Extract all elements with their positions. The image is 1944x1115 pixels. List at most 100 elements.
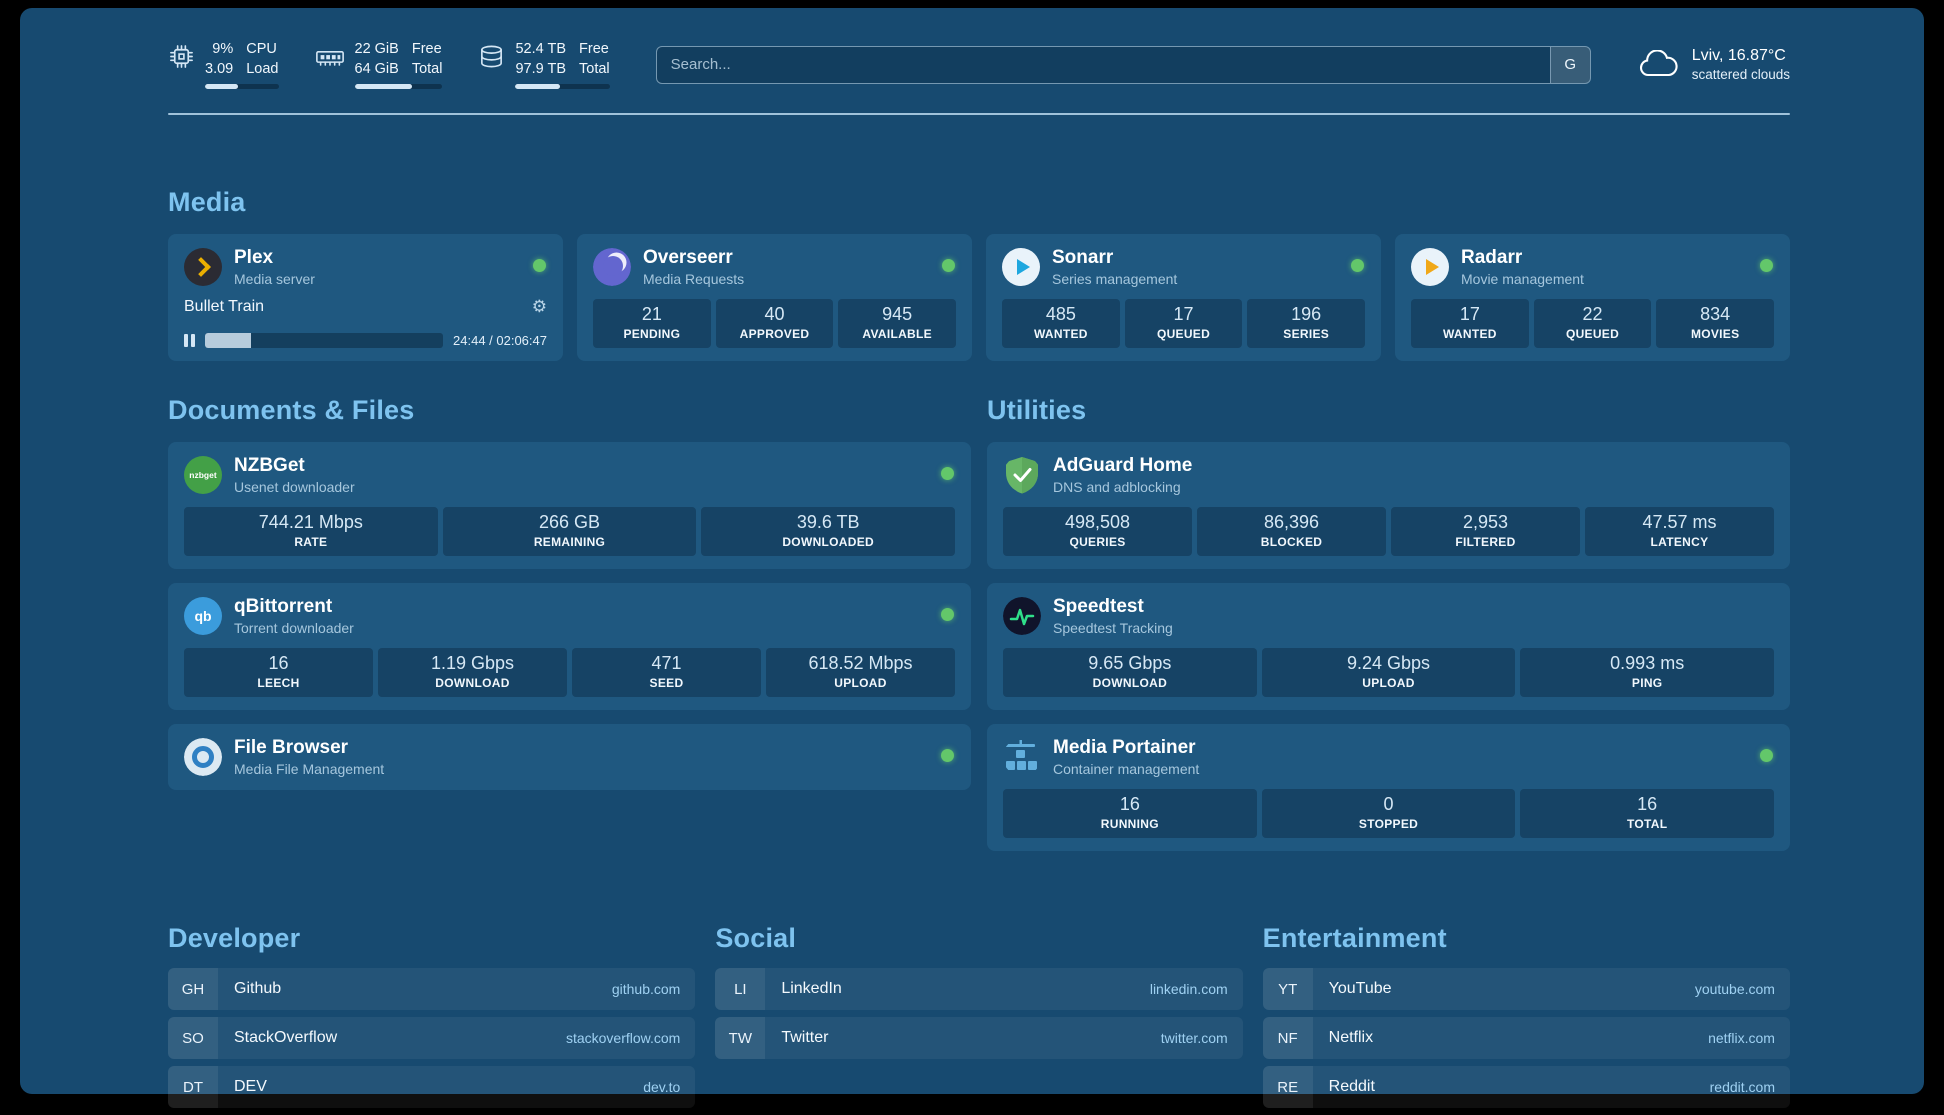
stat-queued: 22 QUEUED (1534, 299, 1652, 348)
bookmark-name: YouTube (1329, 980, 1392, 998)
topbar-divider (168, 113, 1790, 115)
top-bar: 9% 3.09 CPU Load (168, 40, 1790, 89)
bookmark-name: Twitter (781, 1029, 828, 1047)
utilities-section-title: Utilities (987, 395, 1790, 426)
stat-latency: 47.57 ms LATENCY (1585, 507, 1774, 556)
bookmark-abbr: RE (1263, 1066, 1313, 1108)
stat-queries: 498,508 QUERIES (1003, 507, 1192, 556)
app-card-nzbget[interactable]: nzbget NZBGet Usenet downloader 744.21 M… (168, 442, 971, 569)
bookmark-reddit[interactable]: RE Reddit reddit.com (1263, 1066, 1790, 1108)
stat-pending: 21 PENDING (593, 299, 711, 348)
bookmark-name: LinkedIn (781, 980, 842, 998)
app-subtitle: Media server (234, 271, 315, 287)
radarr-icon (1411, 248, 1449, 286)
stat-download: 9.65 Gbps DOWNLOAD (1003, 648, 1257, 697)
bookmark-url: reddit.com (1710, 1079, 1775, 1095)
bookmark-url: youtube.com (1695, 981, 1775, 997)
app-card-portainer[interactable]: Media Portainer Container management 16 … (987, 724, 1790, 851)
bookmark-stackoverflow[interactable]: SO StackOverflow stackoverflow.com (168, 1017, 695, 1059)
bookmark-netflix[interactable]: NF Netflix netflix.com (1263, 1017, 1790, 1059)
app-name: Overseerr (643, 247, 744, 269)
developer-section-title: Developer (168, 923, 695, 954)
adguard-icon (1003, 456, 1041, 494)
app-name: Radarr (1461, 247, 1584, 269)
bookmark-abbr: SO (168, 1017, 218, 1059)
app-card-qbittorrent[interactable]: qb qBittorrent Torrent downloader 16 LEE… (168, 583, 971, 710)
app-subtitle: Usenet downloader (234, 479, 355, 495)
cpu-load-label: Load (246, 60, 278, 80)
disk-progress-bar (515, 84, 609, 89)
pause-icon[interactable] (184, 334, 195, 347)
bookmark-name: Netflix (1329, 1029, 1373, 1047)
bookmark-name: DEV (234, 1078, 267, 1096)
disk-total-value: 97.9 TB (515, 60, 566, 80)
app-subtitle: Media Requests (643, 271, 744, 287)
disk-total-label: Total (579, 60, 610, 80)
ram-total-value: 64 GiB (355, 60, 399, 80)
playback-time: 24:44 / 02:06:47 (453, 333, 547, 348)
app-card-plex[interactable]: Plex Media server Bullet Train ⚙ 24:44 /… (168, 234, 563, 361)
disk-free-label: Free (579, 40, 610, 60)
bookmark-url: github.com (612, 981, 680, 997)
search-input[interactable] (656, 46, 1591, 84)
bookmark-abbr: YT (1263, 968, 1313, 1010)
playback-progress[interactable] (205, 333, 443, 348)
stat-total: 16 TOTAL (1520, 789, 1774, 838)
stat-seed: 471 SEED (572, 648, 761, 697)
app-name: Plex (234, 247, 315, 269)
cpu-load-value: 3.09 (205, 60, 233, 80)
app-name: NZBGet (234, 455, 355, 477)
app-subtitle: DNS and adblocking (1053, 479, 1192, 495)
status-dot (941, 749, 954, 762)
bookmark-youtube[interactable]: YT YouTube youtube.com (1263, 968, 1790, 1010)
cpu-label: CPU (246, 40, 278, 60)
media-grid: Plex Media server Bullet Train ⚙ 24:44 /… (168, 234, 1790, 361)
stat-series: 196 SERIES (1247, 299, 1365, 348)
app-card-sonarr[interactable]: Sonarr Series management 485 WANTED 17 Q… (986, 234, 1381, 361)
ram-icon (315, 43, 345, 70)
documents-section-title: Documents & Files (168, 395, 971, 426)
stat-wanted: 17 WANTED (1411, 299, 1529, 348)
nzbget-icon: nzbget (184, 456, 222, 494)
app-subtitle: Series management (1052, 271, 1177, 287)
bookmark-linkedin[interactable]: LI LinkedIn linkedin.com (715, 968, 1242, 1010)
stat-movies: 834 MOVIES (1656, 299, 1774, 348)
app-name: AdGuard Home (1053, 455, 1192, 477)
bookmark-url: twitter.com (1161, 1030, 1228, 1046)
stat-available: 945 AVAILABLE (838, 299, 956, 348)
app-name: Media Portainer (1053, 737, 1199, 759)
bookmark-name: Reddit (1329, 1078, 1375, 1096)
system-metrics: 9% 3.09 CPU Load (168, 40, 610, 89)
bookmark-url: netflix.com (1708, 1030, 1775, 1046)
storage-metric: 52.4 TB 97.9 TB Free Total (478, 40, 609, 89)
bookmark-url: linkedin.com (1150, 981, 1228, 997)
app-card-speedtest[interactable]: Speedtest Speedtest Tracking 9.65 Gbps D… (987, 583, 1790, 710)
portainer-icon (1003, 738, 1041, 776)
stat-leech: 16 LEECH (184, 648, 373, 697)
app-card-overseerr[interactable]: Overseerr Media Requests 21 PENDING 40 A… (577, 234, 972, 361)
stat-ping: 0.993 ms PING (1520, 648, 1774, 697)
stat-downloaded: 39.6 TB DOWNLOADED (701, 507, 955, 556)
stat-approved: 40 APPROVED (716, 299, 834, 348)
search-engine-button[interactable]: G (1550, 47, 1590, 83)
ram-free-label: Free (412, 40, 443, 60)
weather-widget: Lviv, 16.87°C scattered clouds (1637, 47, 1790, 82)
app-card-filebrowser[interactable]: File Browser Media File Management (168, 724, 971, 790)
app-card-adguard[interactable]: AdGuard Home DNS and adblocking 498,508 … (987, 442, 1790, 569)
bookmark-github[interactable]: GH Github github.com (168, 968, 695, 1010)
documents-column: Documents & Files nzbget NZBGet Usenet d… (168, 395, 971, 804)
bookmark-dev[interactable]: DT DEV dev.to (168, 1066, 695, 1108)
bookmark-abbr: DT (168, 1066, 218, 1108)
ram-free-value: 22 GiB (355, 40, 399, 60)
gear-icon[interactable]: ⚙ (532, 297, 547, 317)
stat-download: 1.19 Gbps DOWNLOAD (378, 648, 567, 697)
app-name: Speedtest (1053, 596, 1173, 618)
app-name: Sonarr (1052, 247, 1177, 269)
stat-remaining: 266 GB REMAINING (443, 507, 697, 556)
weather-condition: scattered clouds (1692, 67, 1790, 82)
bookmark-twitter[interactable]: TW Twitter twitter.com (715, 1017, 1242, 1059)
app-subtitle: Media File Management (234, 761, 384, 777)
bookmarks-social: Social LI LinkedIn linkedin.com TW Twitt… (715, 923, 1242, 1115)
now-playing-title: Bullet Train (184, 298, 264, 316)
app-card-radarr[interactable]: Radarr Movie management 17 WANTED 22 QUE… (1395, 234, 1790, 361)
